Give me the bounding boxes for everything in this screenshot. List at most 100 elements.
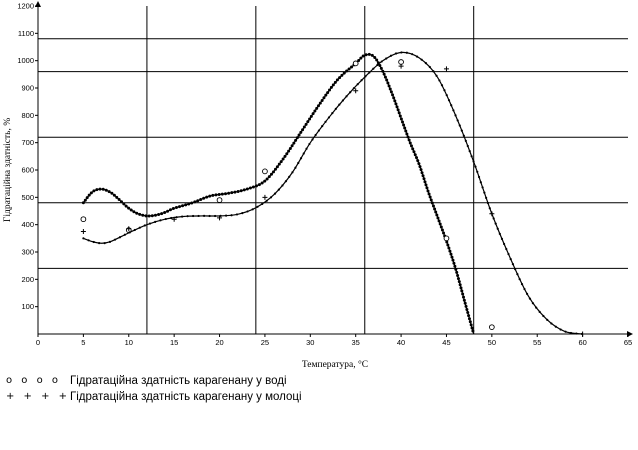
data-point-plus [80,229,86,234]
series-bead [564,330,567,333]
series-bead [356,83,359,86]
series-bead [486,201,490,205]
series-bead [511,263,515,266]
series-bead [190,201,194,205]
data-point-circle [216,197,223,203]
series-bead [461,295,465,299]
series-bead [434,210,438,214]
series-bead [128,231,131,234]
series-bead [488,207,491,210]
series-bead [308,142,311,146]
series-bead [455,270,459,274]
series-bead [528,297,532,300]
series-bead [170,216,173,220]
series-bead [459,286,463,290]
series-bead [213,214,217,218]
series-bead [492,217,495,220]
series-bead [446,243,450,247]
series-bead [82,237,85,240]
series-bead [123,233,126,236]
series-bead [85,196,89,200]
legend-marker-water: o o o o [6,375,62,386]
series-bead [241,212,244,215]
x-tick-label: 45 [442,338,450,347]
series-bead [83,198,87,202]
series-bead [445,240,449,244]
series-bead [505,247,508,251]
series-bead [416,159,420,163]
series-bead [236,189,240,193]
data-point-circle [262,168,268,175]
series-bead [294,138,298,142]
series-bead [453,264,457,268]
series-bead [174,206,178,210]
series-bead [518,278,521,281]
series-bead [359,56,363,60]
series-bead [127,206,131,210]
series-bead [279,160,283,164]
y-tick-label: 300 [21,248,34,257]
series-bead [291,171,294,174]
legend-label-water: Гідратаційна здатність карагенану у воді [70,375,287,387]
series-bead [465,307,469,311]
series-bead [110,191,114,195]
series-bead [466,144,469,148]
series-bead [396,108,400,112]
series-bead [464,304,468,308]
series-bead [435,213,439,217]
series-bead [327,116,331,119]
series-bead [342,71,346,75]
data-point-plus [171,216,177,222]
y-tick-label: 400 [21,220,34,229]
series-bead [481,186,484,189]
series-bead [326,91,330,95]
series-bead [370,53,374,57]
series-bead [462,298,466,302]
series-bead [281,184,284,187]
legend: o o o o Гідратаційна здатність карагенан… [6,373,302,405]
y-tick-label: 200 [21,275,34,284]
series-bead [406,135,410,139]
series-bead [175,216,178,219]
series-bead [263,179,267,183]
series-bead [269,172,273,176]
series-bead [440,84,444,87]
series-bead [462,134,465,137]
series-bead [382,72,386,76]
series-bead [269,196,273,199]
series-bead [428,195,432,199]
series-bead [168,208,172,212]
series-bead [160,212,164,216]
series-bead [433,207,437,211]
x-tick-label: 60 [578,338,586,347]
series-bead [420,171,424,175]
series-bead [115,195,119,199]
series-bead [118,236,122,239]
series-bead [458,124,461,127]
series-bead [227,191,231,195]
series-bead [575,332,578,335]
series-bead [439,225,443,229]
series-bead [138,226,141,229]
series-bead [426,189,430,193]
series-bead [388,87,392,91]
series-bead [472,160,475,163]
series-bead [436,216,440,220]
series-bead [424,183,428,187]
series-bead [447,246,451,250]
series-bead [341,99,344,102]
series-bead [457,280,461,284]
series-bead [304,122,308,126]
series-bead [395,105,399,109]
series-bead [208,214,211,218]
series-bead [299,130,303,134]
series-bead [277,162,281,166]
series-bead [411,53,414,56]
series-bead [324,120,327,123]
series-bead [361,54,365,58]
series-bead [133,228,136,232]
series-bead [272,170,276,174]
series-bead [220,192,224,196]
series-bead [242,188,246,192]
series-bead [107,190,111,194]
